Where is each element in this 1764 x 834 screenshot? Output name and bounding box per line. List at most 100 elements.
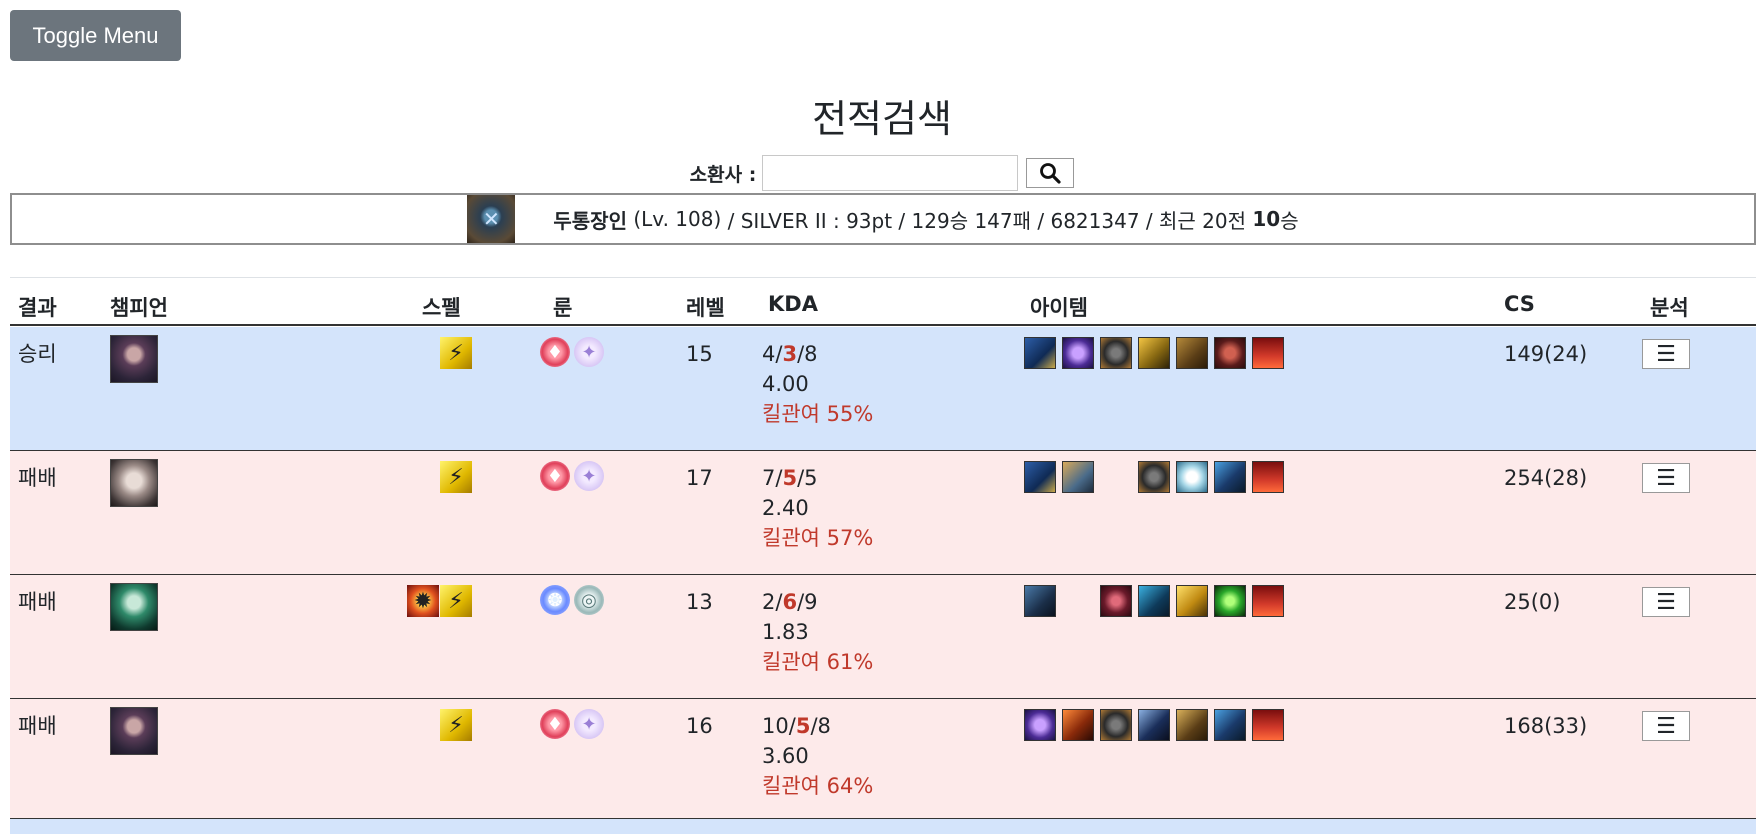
match-result: 패배 [18, 590, 57, 614]
item-icon[interactable] [1176, 337, 1208, 369]
ward-trinket-icon[interactable] [1252, 461, 1284, 493]
match-result: 패배 [18, 466, 57, 490]
kda-ratio: 2.40 [762, 496, 809, 520]
item-icon[interactable] [1138, 461, 1170, 493]
champion-level: 13 [686, 590, 713, 614]
item-icon[interactable] [1100, 585, 1132, 617]
electrocute-rune-icon: ♦ [540, 337, 570, 367]
champion-portrait-icon[interactable] [110, 707, 158, 755]
ward-trinket-icon[interactable] [1252, 585, 1284, 617]
item-icon[interactable] [1176, 709, 1208, 741]
match-result: 패배 [18, 714, 57, 738]
header-result: 결과 [18, 296, 57, 320]
item-icon[interactable] [1062, 337, 1094, 369]
kda-ratio: 4.00 [762, 372, 809, 396]
header-champion: 챔피언 [110, 296, 168, 320]
ignite-spell-icon: ✹ [407, 585, 439, 617]
kda-ratio: 3.60 [762, 744, 809, 768]
item-icon[interactable] [1024, 461, 1056, 493]
kills: 10 [762, 714, 789, 738]
kill-participation: 킬관여 61% [762, 650, 874, 674]
item-icon[interactable] [1024, 709, 1056, 741]
creep-score: 254(28) [1504, 466, 1588, 490]
kill-participation: 킬관여 55% [762, 402, 874, 426]
creep-score: 149(24) [1504, 342, 1588, 366]
item-icon[interactable] [1214, 585, 1246, 617]
header-level: 레벨 [686, 296, 725, 320]
kda-block: 4/3/8 4.00 킬관여 55% [762, 339, 873, 429]
assists: 5 [804, 466, 818, 490]
champion-level: 17 [686, 466, 713, 490]
match-row-partial [10, 818, 1756, 834]
item-icon[interactable] [1176, 585, 1208, 617]
page-title: 전적검색 [812, 97, 952, 141]
creep-score: 25(0) [1504, 590, 1561, 614]
item-icon[interactable] [1138, 337, 1170, 369]
ward-trinket-icon[interactable] [1252, 709, 1284, 741]
header-cs: CS [1504, 292, 1535, 316]
item-icon[interactable] [1100, 709, 1132, 741]
item-icon[interactable] [1024, 337, 1056, 369]
header-spell: 스펠 [422, 296, 461, 320]
menu-lines-icon: ☰ [1656, 465, 1676, 491]
assists: 9 [804, 590, 818, 614]
match-row: 패배 ✹ ⚡ ❂ ◎ 13 2/6/9 1.83 킬관여 61% 25(0) ☰ [10, 575, 1756, 699]
item-icon[interactable] [1138, 585, 1170, 617]
match-row: 패배 ⚡ ♦ ✦ 17 7/5/5 2.40 킬관여 57% 254(28) ☰ [10, 451, 1756, 575]
item-icon[interactable] [1062, 461, 1094, 493]
analysis-button[interactable]: ☰ [1642, 587, 1690, 617]
champion-portrait-icon[interactable] [110, 459, 158, 507]
electrocute-rune-icon: ♦ [540, 709, 570, 739]
kda-block: 2/6/9 1.83 킬관여 61% [762, 587, 873, 677]
flash-spell-icon: ⚡ [440, 585, 472, 617]
match-row: 패배 ⚡ ♦ ✦ 16 10/5/8 3.60 킬관여 64% 168(33) … [10, 699, 1756, 823]
deaths: 6 [782, 590, 798, 614]
champion-portrait-icon[interactable] [110, 583, 158, 631]
header-analysis: 분석 [1650, 296, 1689, 320]
analysis-button[interactable]: ☰ [1642, 711, 1690, 741]
item-icon[interactable] [1214, 337, 1246, 369]
empty-item-slot [1100, 461, 1132, 493]
search-button[interactable] [1026, 158, 1075, 188]
kda-block: 10/5/8 3.60 킬관여 64% [762, 711, 873, 801]
kill-participation: 킬관여 64% [762, 774, 874, 798]
summoner-profile-icon: ✕ [467, 195, 516, 243]
item-icon[interactable] [1214, 461, 1246, 493]
empty-item-slot [1062, 585, 1094, 617]
sorcery-rune-icon: ✦ [574, 709, 604, 739]
sorcery-rune-icon: ✦ [574, 337, 604, 367]
item-icon[interactable] [1024, 585, 1056, 617]
toggle-menu-button[interactable]: Toggle Menu [10, 10, 181, 61]
item-icon[interactable] [1062, 709, 1094, 741]
kills: 4 [762, 342, 776, 366]
search-form: 소환사 : [0, 154, 1764, 192]
header-kda: KDA [768, 292, 818, 316]
assists: 8 [804, 342, 818, 366]
match-row: 승리 ⚡ ♦ ✦ 15 4/3/8 4.00 킬관여 55% 149(24) ☰ [10, 327, 1756, 451]
sorcery-rune-icon: ✦ [574, 461, 604, 491]
champion-level: 15 [686, 342, 713, 366]
kda-block: 7/5/5 2.40 킬관여 57% [762, 463, 873, 553]
item-icon[interactable] [1176, 461, 1208, 493]
champion-portrait-icon[interactable] [110, 335, 158, 383]
match-result: 승리 [18, 342, 57, 366]
menu-lines-icon: ☰ [1656, 589, 1676, 615]
kills: 2 [762, 590, 776, 614]
deaths: 5 [795, 714, 811, 738]
recent-wins: 10 [1252, 207, 1281, 231]
analysis-button[interactable]: ☰ [1642, 339, 1690, 369]
flash-spell-icon: ⚡ [440, 709, 472, 741]
electrocute-rune-icon: ♦ [540, 461, 570, 491]
summoner-search-input[interactable] [762, 155, 1019, 191]
analysis-button[interactable]: ☰ [1642, 463, 1690, 493]
summoner-name: 두통장인 [553, 208, 627, 233]
item-icon[interactable] [1214, 709, 1246, 741]
resolve-rune-icon: ◎ [574, 585, 604, 615]
header-rune: 룬 [553, 296, 573, 320]
ward-trinket-icon[interactable] [1252, 337, 1284, 369]
item-icon[interactable] [1138, 709, 1170, 741]
item-icon[interactable] [1100, 337, 1132, 369]
summoner-level: (Lv. 108) [633, 207, 722, 231]
menu-lines-icon: ☰ [1656, 341, 1676, 367]
deaths: 5 [782, 466, 798, 490]
